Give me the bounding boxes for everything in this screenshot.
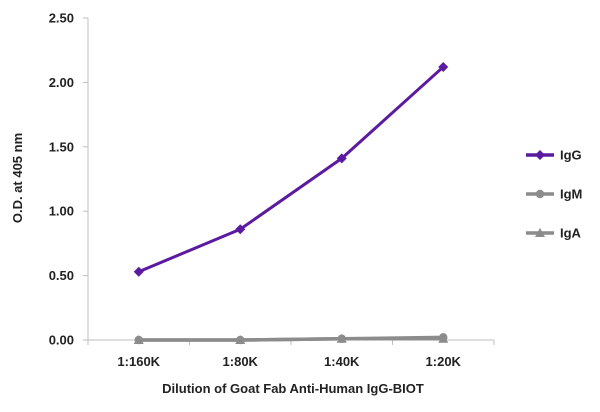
data-point-igg (336, 153, 347, 164)
data-point-igm (439, 333, 448, 342)
data-point-igm (337, 334, 346, 343)
legend-label: IgM (560, 187, 582, 202)
y-tick-label: 1.50 (49, 139, 74, 154)
legend-marker-igm (535, 189, 545, 199)
legend-marker-iga (535, 228, 545, 237)
legend-item-igg: IgG (526, 148, 582, 163)
legend-marker-igg (535, 150, 545, 160)
legend-item-iga: IgA (526, 226, 582, 241)
y-tick-label: 2.00 (49, 75, 74, 90)
legend-label: IgA (560, 226, 582, 241)
series-igm (134, 333, 448, 345)
data-point-igg (438, 61, 449, 72)
legend: IgG IgM IgA (526, 148, 582, 241)
data-point-igm (236, 335, 245, 345)
series-line-igg (138, 65, 445, 274)
x-tick-label: 1:160K (117, 354, 160, 369)
series-layer (133, 61, 449, 345)
data-point-igg (235, 224, 246, 235)
y-axis-ticks: 0.00 0.50 1.00 1.50 2.00 2.50 (49, 11, 88, 348)
x-axis-title: Dilution of Goat Fab Anti-Human IgG-BIOT (162, 381, 424, 396)
x-tick-label: 1:80K (223, 354, 259, 369)
series-line-igm (138, 335, 444, 342)
legend-label: IgG (560, 148, 582, 163)
y-tick-label: 1.00 (49, 204, 74, 219)
y-axis-title: O.D. at 405 nm (10, 133, 25, 223)
x-axis-ticks: 1:160K 1:80K 1:40K 1:20K (87, 340, 495, 369)
data-point-igg (133, 266, 144, 277)
data-point-igm (134, 335, 143, 345)
y-tick-label: 0.00 (49, 333, 74, 348)
legend-item-igm: IgM (526, 187, 582, 202)
y-tick-label: 2.50 (49, 11, 74, 26)
y-tick-label: 0.50 (49, 268, 74, 283)
series-igg (133, 61, 449, 277)
x-tick-label: 1:20K (426, 354, 462, 369)
x-tick-label: 1:40K (324, 354, 360, 369)
